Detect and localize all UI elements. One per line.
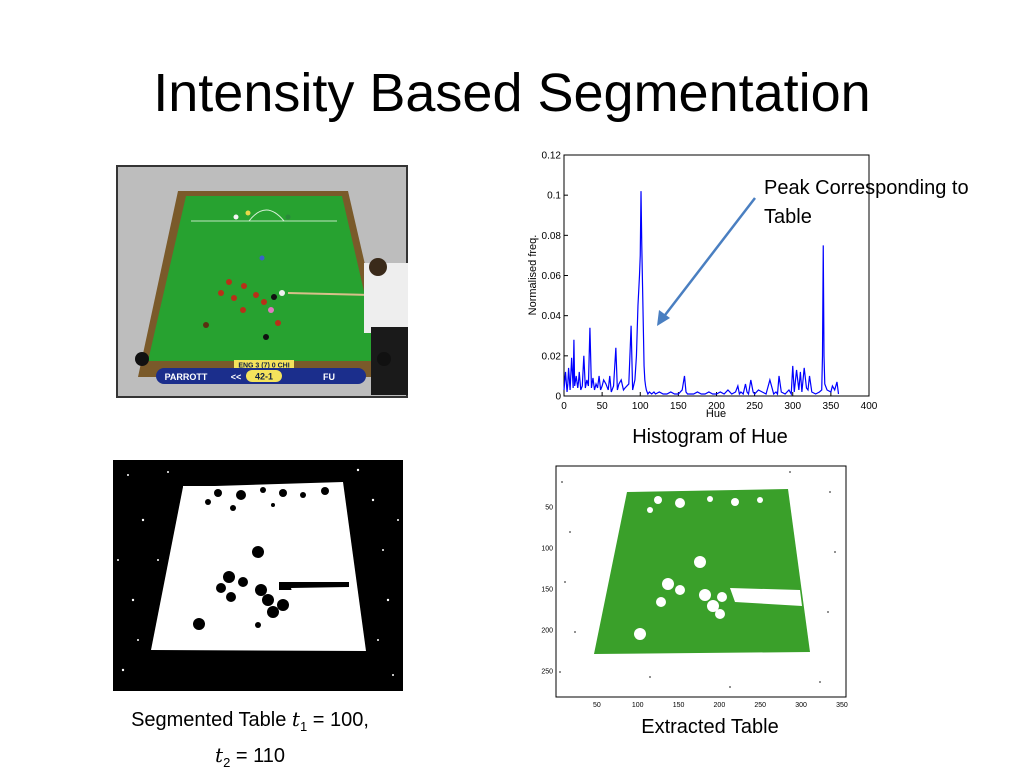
x-tick-label: 0 bbox=[561, 401, 567, 412]
extracted-table-image: 50 100 150 200 250 300 350 50 100 150 200 250 bbox=[530, 462, 860, 712]
segmented-caption: Segmented Table t1 = 100, t2 = 110 bbox=[100, 705, 400, 777]
scoreboard-banner: ENG 3 (7) 0 CHI bbox=[238, 363, 289, 370]
segmented-table-image bbox=[113, 460, 403, 691]
y-tick-label: 0.08 bbox=[542, 231, 562, 242]
scoreboard-arrows: << bbox=[231, 372, 242, 382]
x-tick-label: 200 bbox=[708, 401, 725, 412]
t2-value: = 110 bbox=[230, 745, 285, 767]
extracted-y-tick-label: 50 bbox=[545, 504, 553, 511]
extracted-x-tick-label: 350 bbox=[836, 702, 848, 709]
y-tick-label: 0.02 bbox=[542, 351, 562, 362]
extracted-x-tick-label: 200 bbox=[714, 702, 726, 709]
y-tick-label: 0 bbox=[555, 392, 561, 403]
annotation-arrow bbox=[657, 197, 756, 326]
x-tick-label: 400 bbox=[861, 401, 878, 412]
peak-annotation-line-2: Table bbox=[764, 206, 812, 228]
extracted-x-tick-label: 150 bbox=[673, 702, 685, 709]
t2-symbol: t bbox=[215, 743, 224, 767]
series-line bbox=[563, 191, 840, 397]
scoreboard-right-player: FU bbox=[323, 372, 335, 382]
segmented-caption-prefix: Segmented Table bbox=[131, 709, 292, 731]
slide-title: Intensity Based Segmentation bbox=[153, 63, 871, 123]
extracted-y-tick-label: 150 bbox=[541, 586, 553, 593]
scoreboard-score: 42-1 bbox=[255, 372, 273, 382]
extracted-caption: Extracted Table bbox=[641, 716, 779, 738]
y-tick-label: 0.04 bbox=[542, 311, 562, 322]
extracted-y-tick-label: 200 bbox=[541, 627, 553, 634]
x-tick-label: 150 bbox=[670, 401, 687, 412]
y-tick-label: 0.1 bbox=[547, 191, 561, 202]
extracted-y-tick-label: 250 bbox=[541, 668, 553, 675]
x-axis-label: Hue bbox=[706, 408, 726, 420]
extracted-x-tick-label: 300 bbox=[795, 702, 807, 709]
x-tick-label: 50 bbox=[597, 401, 609, 412]
y-tick-label: 0.12 bbox=[542, 151, 562, 162]
extracted-y-tick-label: 100 bbox=[541, 545, 553, 552]
extracted-x-tick-label: 50 bbox=[593, 702, 601, 709]
t1-value: = 100, bbox=[307, 709, 369, 731]
hue-histogram-chart: 0 50 100 150 200 250 300 350 400 0 0.02 0.04 0.06 0.0… bbox=[520, 145, 880, 421]
x-tick-label: 250 bbox=[746, 401, 763, 412]
extracted-x-tick-label: 100 bbox=[632, 702, 644, 709]
peak-annotation-line-1: Peak Corresponding to bbox=[764, 177, 969, 199]
peak-annotation: Peak Corresponding to Table bbox=[764, 174, 1019, 232]
y-axis-label: Normalised freq. bbox=[527, 235, 539, 316]
x-tick-label: 350 bbox=[823, 401, 840, 412]
t2-subscript: 2 bbox=[223, 755, 231, 770]
histogram-caption: Histogram of Hue bbox=[632, 426, 788, 448]
t1-symbol: t bbox=[291, 707, 300, 731]
t1-subscript: 1 bbox=[299, 719, 308, 734]
snooker-photo: ENG 3 (7) 0 CHI PARROTT << 42-1 FU bbox=[116, 165, 408, 398]
y-tick-label: 0.06 bbox=[542, 271, 562, 282]
extracted-x-tick-label: 250 bbox=[754, 702, 766, 709]
scoreboard-left-player: PARROTT bbox=[165, 372, 208, 382]
x-tick-label: 300 bbox=[784, 401, 801, 412]
x-tick-label: 100 bbox=[632, 401, 649, 412]
